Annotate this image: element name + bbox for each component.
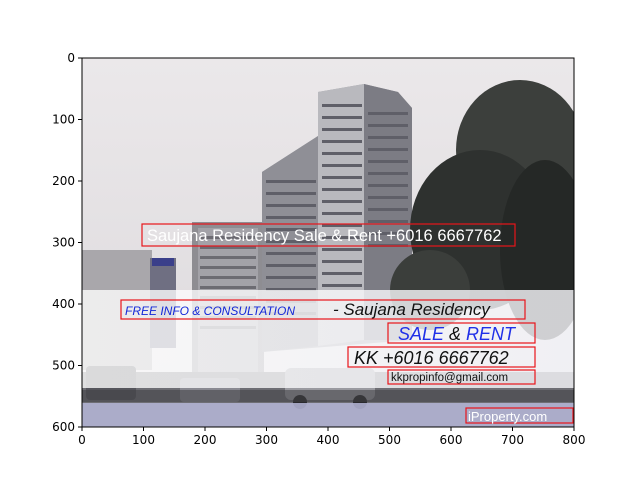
- x-tick-label: 300: [255, 433, 278, 447]
- phone-box: [347, 346, 536, 368]
- residency-title: - Saujana Residency: [333, 300, 491, 319]
- sale-rent-text: SALE & RENT: [398, 324, 517, 344]
- x-tick-label: 800: [563, 433, 586, 447]
- y-tick-label: 0: [67, 51, 75, 65]
- watermark-box: [465, 407, 574, 424]
- y-tick-label: 400: [52, 297, 75, 311]
- free-info-text: FREE INFO & CONSULTATION: [125, 304, 295, 318]
- watermark-text: iProperty.com: [468, 409, 547, 424]
- x-tick-label: 200: [194, 433, 217, 447]
- y-axis: 0 100 200 300 400 500 600: [52, 51, 82, 434]
- x-tick-label: 0: [78, 433, 86, 447]
- y-tick-label: 300: [52, 236, 75, 250]
- rent-word: RENT: [466, 324, 517, 344]
- phone-text: KK +6016 6667762: [354, 348, 509, 368]
- sale-word: SALE: [398, 324, 445, 344]
- banner-overlay: [82, 290, 574, 388]
- x-tick-label: 600: [440, 433, 463, 447]
- x-axis: 0 100 200 300 400 500 600 700 800: [78, 427, 585, 447]
- amp-word: &: [444, 324, 466, 344]
- sale-rent-box: [387, 322, 536, 344]
- y-tick-label: 100: [52, 113, 75, 127]
- x-tick-label: 500: [378, 433, 401, 447]
- y-tick-label: 600: [52, 420, 75, 434]
- property-photo: [82, 58, 574, 427]
- headline-box: [141, 223, 516, 247]
- y-tick-label: 200: [52, 174, 75, 188]
- x-tick-label: 100: [132, 433, 155, 447]
- email-text: kkpropinfo@gmail.com: [391, 372, 508, 384]
- headline-text: Saujana Residency Sale & Rent +6016 6667…: [147, 227, 502, 245]
- email-box: [387, 369, 536, 385]
- y-tick-label: 500: [52, 359, 75, 373]
- x-tick-label: 400: [317, 433, 340, 447]
- free-info-box: [120, 299, 526, 320]
- x-tick-label: 700: [501, 433, 524, 447]
